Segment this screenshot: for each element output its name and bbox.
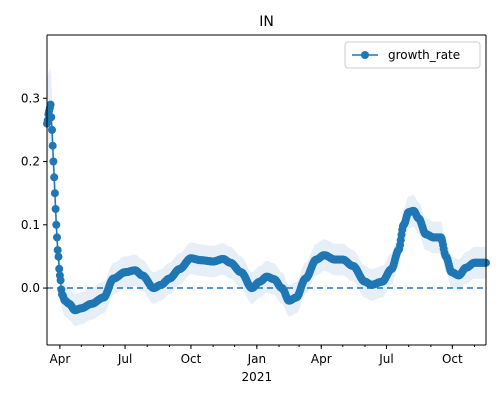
legend-label: growth_rate [388,48,460,62]
x-tick-label: Jan [247,352,267,366]
x-year-label: 2021 [242,370,273,384]
data-point [54,252,63,261]
y-tick-label: 0.2 [21,155,40,169]
x-tick-label: Oct [442,352,463,366]
x-tick-label: Oct [181,352,202,366]
data-point [52,220,61,229]
data-point [49,157,58,166]
data-point [51,205,60,213]
x-tick-label: Jul [117,352,132,366]
x-tick-label: Apr [50,352,71,366]
y-tick-label: 0.3 [21,91,40,105]
chart-title: IN [259,14,274,30]
data-point [55,264,64,273]
data-point [53,233,61,242]
data-point [50,173,59,182]
data-point [53,246,62,255]
data-point [47,113,56,122]
x-tick-label: Apr [311,352,332,366]
y-tick-label: 0.0 [21,281,40,295]
legend-box [344,41,481,69]
y-tick-label: 0.1 [21,218,40,232]
data-point [50,189,59,198]
legend: growth_rate [344,41,481,69]
legend-marker [361,51,369,59]
growth-rate-markers [43,100,490,315]
data-point [48,141,57,150]
x-tick-label: Jul [378,352,393,366]
data-point [46,100,55,109]
data-point [56,276,65,285]
data-point [48,125,56,134]
